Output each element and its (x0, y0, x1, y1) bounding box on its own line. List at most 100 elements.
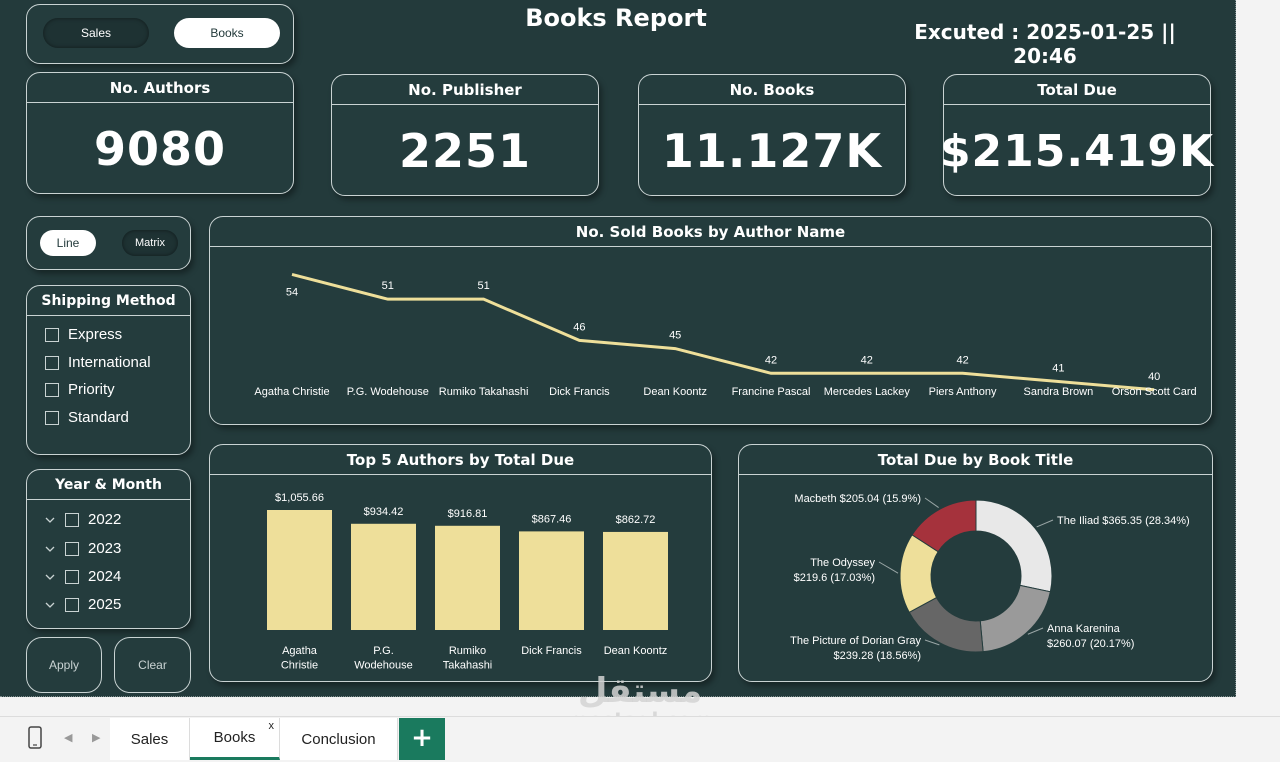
x-tick-label: Dick Francis (549, 386, 610, 398)
label-line: P.G. (373, 645, 394, 657)
watermark-arabic: مستقل (577, 671, 703, 711)
books-page-toggle[interactable]: Books (174, 18, 280, 48)
checkbox[interactable] (45, 355, 59, 370)
label-line: Wodehouse (354, 659, 413, 671)
matrix-view-toggle[interactable]: Matrix (122, 230, 178, 256)
close-tab-icon[interactable]: x (268, 720, 275, 732)
chart-title: Total Due by Book Title (739, 445, 1212, 475)
data-label: 51 (477, 280, 489, 292)
checkbox[interactable] (65, 569, 79, 584)
label-line: Agatha (282, 645, 318, 657)
label-line: Christie (281, 659, 318, 671)
shipping-option-priority[interactable]: Priority (45, 381, 115, 398)
option-label: Express (68, 326, 123, 343)
line-chart: 54 Agatha Christie 51 P.G. Wodehouse 51 Rumik… (254, 273, 1197, 398)
label-line: Macbeth $205.04 (15.9%) (794, 493, 921, 505)
view-toggle-panel: Line Matrix (26, 216, 191, 270)
data-label: 42 (956, 354, 968, 366)
line-view-toggle[interactable]: Line (40, 230, 96, 256)
tab-sales[interactable]: Sales (110, 718, 190, 760)
kpi-title: No. Books (639, 75, 905, 105)
label-line: $260.07 (20.17%) (1047, 638, 1134, 650)
next-page-icon[interactable]: ▶ (92, 731, 101, 744)
kpi-card-publisher: No. Publisher 2251 (331, 74, 599, 196)
label-line: Rumiko (449, 645, 486, 657)
chevron-down-icon[interactable] (45, 544, 55, 554)
label-line: Anna Karenina (1047, 623, 1121, 635)
executed-timestamp: Excuted : 2025-01-25 || 20:46 (914, 20, 1176, 68)
label-line: Mercedes Lackey (824, 386, 911, 398)
page-toggle-panel: Sales Books (26, 4, 294, 64)
kpi-title: No. Publisher (332, 75, 598, 105)
checkbox[interactable] (65, 512, 79, 527)
data-label: 51 (382, 280, 394, 292)
leader-line (924, 639, 940, 646)
chevron-down-icon[interactable] (45, 515, 55, 525)
label-line: Dean Koontz (643, 386, 707, 398)
bar (435, 525, 500, 630)
shipping-option-express[interactable]: Express (45, 326, 122, 343)
shipping-option-standard[interactable]: Standard (45, 409, 129, 426)
sales-page-toggle[interactable]: Sales (43, 18, 149, 48)
checkbox[interactable] (45, 410, 59, 425)
label-line: $239.28 (18.56%) (834, 650, 921, 662)
shipping-method-slicer: Shipping Method Express International Pr… (26, 285, 191, 455)
line-chart-card: No. Sold Books by Author Name 54 Agatha C… (209, 216, 1212, 425)
mobile-layout-icon[interactable] (26, 725, 44, 751)
x-tick-label: P.G. Wodehouse (347, 386, 429, 398)
shipping-option-international[interactable]: International (45, 354, 151, 371)
x-tick-label: Rumiko Takahashi (443, 645, 493, 671)
kpi-title: Total Due (944, 75, 1210, 105)
kpi-card-total-due: Total Due $215.419K (939, 74, 1215, 196)
apply-button[interactable]: Apply (26, 637, 102, 693)
kpi-card-authors: No. Authors 9080 (26, 72, 294, 194)
slice-label: The Odyssey $219.6 (17.03%) (794, 557, 876, 584)
page-title: Books Report (525, 4, 707, 32)
donut-slice (911, 499, 977, 553)
checkbox[interactable] (65, 541, 79, 556)
tab-conclusion[interactable]: Conclusion (280, 718, 398, 760)
series-line (291, 273, 1155, 392)
option-label: Priority (68, 381, 115, 398)
kpi-title: No. Authors (27, 73, 293, 103)
prev-page-icon[interactable]: ◀ (64, 731, 73, 744)
checkbox[interactable] (45, 327, 59, 342)
year-item-2025[interactable]: 2025 (45, 596, 121, 613)
data-label: 46 (573, 321, 585, 333)
kpi-value: $215.419K (939, 125, 1215, 177)
x-tick-label: Orson Scott Card (1112, 386, 1197, 398)
x-tick-label: Dick Francis (521, 645, 582, 657)
year-item-2022[interactable]: 2022 (45, 511, 121, 528)
chevron-down-icon[interactable] (45, 600, 55, 610)
add-page-button[interactable]: + (399, 718, 445, 760)
page-tab-bar: ◀ ▶ Sales Books x Conclusion + (0, 716, 1280, 762)
chevron-down-icon[interactable] (45, 572, 55, 582)
chart-title: No. Sold Books by Author Name (210, 217, 1211, 247)
donut-chart: The Iliad $365.35 (28.34%) Anna Karenina $… (790, 493, 1190, 662)
checkbox[interactable] (45, 382, 59, 397)
x-tick-label: Rumiko Takahashi (439, 386, 529, 398)
leader-line (924, 497, 939, 508)
year-month-slicer: Year & Month 2022 2023 2024 2025 (26, 469, 191, 629)
bar (519, 531, 584, 630)
label-line: Sandra Brown (1024, 386, 1094, 398)
x-tick-label: Dean Koontz (604, 645, 668, 657)
label-line: Orson Scott Card (1112, 386, 1197, 398)
data-label: $916.81 (448, 508, 488, 520)
option-label: International (68, 354, 151, 371)
bar-chart-card: Top 5 Authors by Total Due $1,055.66 Agat… (209, 444, 712, 682)
x-tick-label: Agatha Christie (254, 386, 329, 398)
kpi-value: 2251 (398, 124, 532, 178)
year-item-2023[interactable]: 2023 (45, 540, 121, 557)
year-item-2024[interactable]: 2024 (45, 568, 121, 585)
label-line: Agatha Christie (254, 386, 329, 398)
label-line: The Odyssey (810, 557, 875, 569)
bar-chart: $1,055.66 Agatha Christie $934.42 P.G. Wodeho… (267, 492, 668, 671)
slice-label: The Iliad $365.35 (28.34%) (1057, 515, 1190, 527)
slice-label: Macbeth $205.04 (15.9%) (794, 493, 921, 505)
clear-button[interactable]: Clear (114, 637, 191, 693)
checkbox[interactable] (65, 597, 79, 612)
slice-label: Anna Karenina $260.07 (20.17%) (1047, 623, 1134, 650)
label-line: Dean Koontz (604, 645, 668, 657)
tab-books[interactable]: Books x (190, 718, 280, 760)
